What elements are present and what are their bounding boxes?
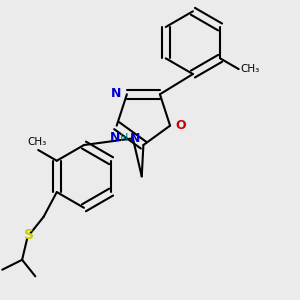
Text: N: N [110, 131, 120, 144]
Text: O: O [176, 119, 186, 132]
Text: CH₃: CH₃ [240, 64, 260, 74]
Text: S: S [24, 228, 34, 242]
Text: N: N [130, 132, 141, 145]
Text: N: N [111, 87, 122, 100]
Text: H: H [120, 134, 128, 143]
Text: CH₃: CH₃ [28, 137, 47, 147]
